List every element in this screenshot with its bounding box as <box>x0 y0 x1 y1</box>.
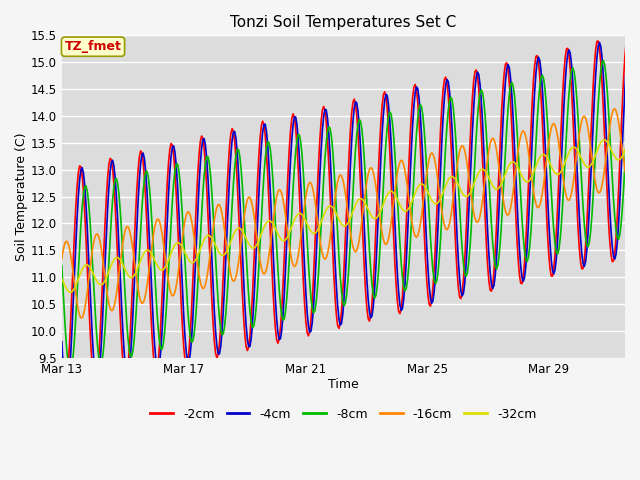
-8cm <box>314 287 321 293</box>
-4cm <box>314 229 321 235</box>
-4cm <box>636 199 640 205</box>
-2cm <box>636 231 640 237</box>
-16cm <box>353 248 360 253</box>
X-axis label: Time: Time <box>328 378 359 391</box>
Line: -32cm: -32cm <box>62 132 640 292</box>
-16cm <box>577 124 584 130</box>
-16cm <box>611 106 619 112</box>
-16cm <box>547 125 555 131</box>
-16cm <box>342 199 350 205</box>
-8cm <box>547 188 555 194</box>
-2cm <box>363 306 371 312</box>
-2cm <box>342 208 350 214</box>
-4cm <box>547 257 555 263</box>
-32cm <box>547 163 555 169</box>
-32cm <box>67 289 74 295</box>
-8cm <box>342 293 350 299</box>
-32cm <box>631 130 639 135</box>
Line: -16cm: -16cm <box>62 109 640 318</box>
-4cm <box>58 339 66 345</box>
-16cm <box>58 256 66 262</box>
Line: -4cm: -4cm <box>62 35 640 391</box>
-32cm <box>353 199 360 205</box>
-4cm <box>626 32 634 38</box>
-16cm <box>363 178 371 184</box>
Line: -8cm: -8cm <box>62 53 640 372</box>
-16cm <box>77 315 84 321</box>
-16cm <box>636 116 640 122</box>
-8cm <box>58 263 66 268</box>
-8cm <box>630 50 637 56</box>
Line: -2cm: -2cm <box>62 34 640 394</box>
-32cm <box>363 204 371 210</box>
-2cm <box>353 112 360 118</box>
-2cm <box>547 273 555 279</box>
-32cm <box>342 222 350 228</box>
-4cm <box>363 277 371 283</box>
-4cm <box>342 249 350 255</box>
-4cm <box>577 233 584 239</box>
Text: TZ_fmet: TZ_fmet <box>65 40 122 53</box>
Title: Tonzi Soil Temperatures Set C: Tonzi Soil Temperatures Set C <box>230 15 456 30</box>
-2cm <box>623 31 631 36</box>
-4cm <box>63 388 70 394</box>
-16cm <box>314 216 321 222</box>
-32cm <box>577 154 584 159</box>
-32cm <box>58 276 66 282</box>
-8cm <box>363 202 371 207</box>
-2cm <box>60 391 68 397</box>
-8cm <box>577 158 584 164</box>
Legend: -2cm, -4cm, -8cm, -16cm, -32cm: -2cm, -4cm, -8cm, -16cm, -32cm <box>145 403 541 426</box>
-8cm <box>353 132 360 138</box>
-32cm <box>636 136 640 142</box>
-2cm <box>314 188 321 193</box>
Y-axis label: Soil Temperature (C): Soil Temperature (C) <box>15 132 28 261</box>
-2cm <box>58 371 66 377</box>
-8cm <box>67 369 74 374</box>
-4cm <box>353 100 360 106</box>
-32cm <box>314 228 321 234</box>
-8cm <box>636 123 640 129</box>
-2cm <box>577 259 584 264</box>
